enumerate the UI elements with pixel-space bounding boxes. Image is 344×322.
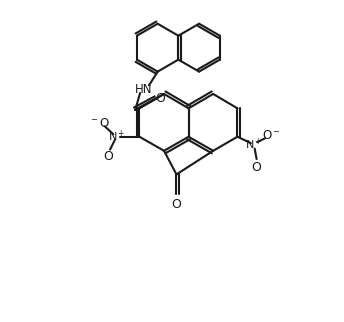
Text: HN: HN	[135, 83, 152, 96]
Text: O: O	[155, 92, 165, 105]
Text: N$^+$: N$^+$	[108, 129, 125, 144]
Text: O: O	[172, 198, 181, 211]
Text: N$^+$: N$^+$	[245, 137, 263, 152]
Text: $^-$O: $^-$O	[89, 117, 110, 129]
Text: O: O	[104, 150, 114, 163]
Text: O$^-$: O$^-$	[262, 129, 281, 142]
Text: O: O	[252, 161, 261, 174]
